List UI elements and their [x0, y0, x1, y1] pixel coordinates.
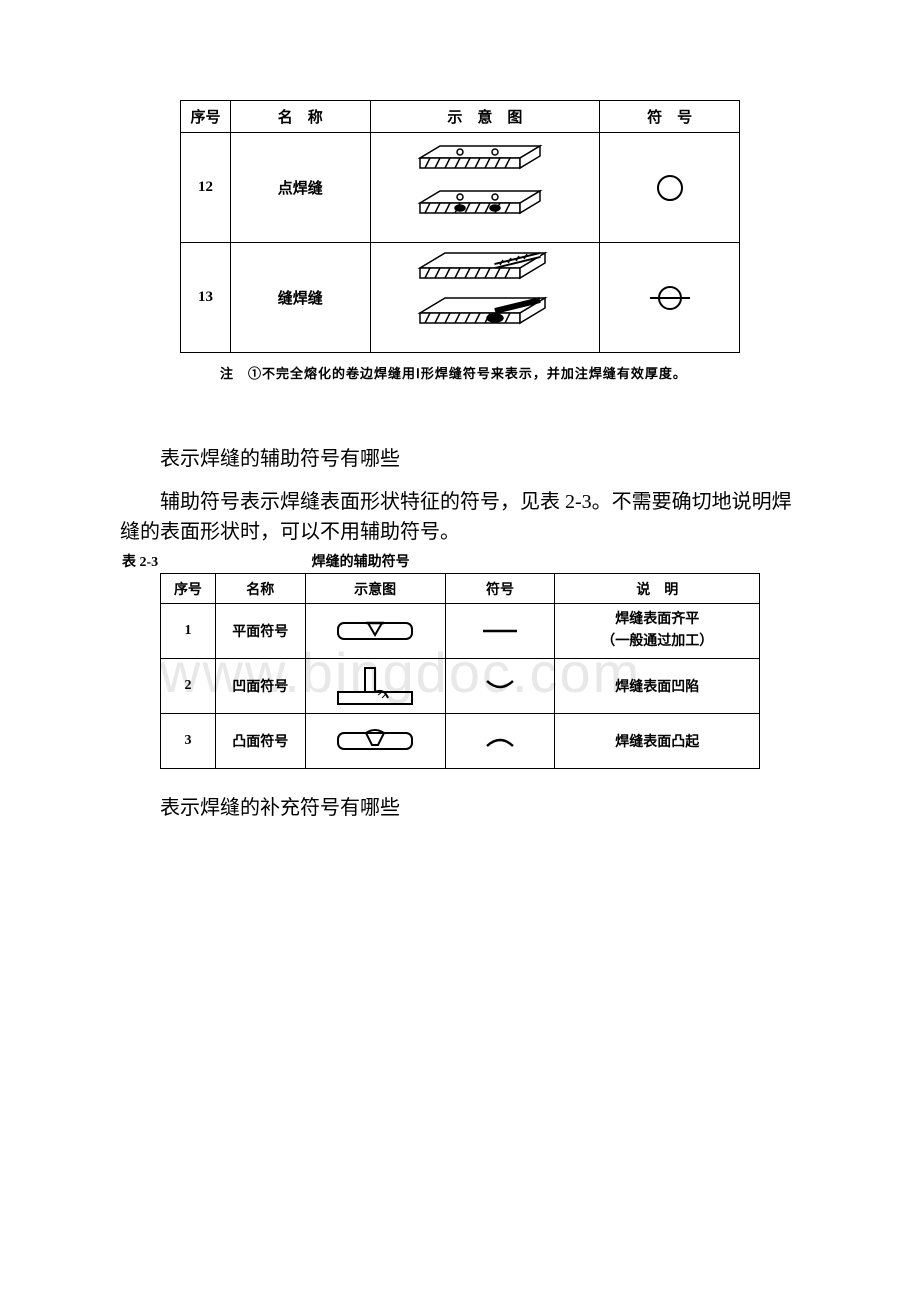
convex-weld-diagram-icon — [330, 723, 420, 759]
cell-symbol — [600, 133, 740, 243]
cell-diagram — [305, 604, 445, 659]
concave-arc-symbol-icon — [475, 675, 525, 697]
cell-symbol — [445, 604, 555, 659]
header-name: 名 称 — [230, 101, 370, 133]
cell-desc: 焊缝表面凹陷 — [555, 659, 760, 714]
cell-num: 3 — [161, 714, 216, 769]
flat-line-symbol-icon — [475, 621, 525, 641]
desc-line1: 焊缝表面齐平 — [615, 612, 699, 627]
cell-num: 1 — [161, 604, 216, 659]
concave-weld-diagram-icon — [330, 662, 420, 710]
table-row: 13 缝焊缝 — [181, 243, 740, 353]
header-diagram: 示 意 图 — [370, 101, 600, 133]
cell-name: 凹面符号 — [215, 659, 305, 714]
header-name: 名称 — [215, 574, 305, 604]
table-row: 1 平面符号 焊缝表面齐平 （一般通过加工） — [161, 604, 760, 659]
page-content: 序号 名 称 示 意 图 符 号 12 点焊缝 — [0, 0, 920, 880]
table2-caption: 表 2-3 焊缝的辅助符号 — [120, 551, 800, 571]
circle-line-symbol-icon — [645, 278, 695, 318]
cell-num: 2 — [161, 659, 216, 714]
circle-symbol-icon — [650, 168, 690, 208]
cell-diagram — [370, 243, 600, 353]
cell-symbol — [600, 243, 740, 353]
flat-weld-diagram-icon — [330, 613, 420, 649]
cell-num: 12 — [181, 133, 231, 243]
cell-name: 凸面符号 — [215, 714, 305, 769]
cell-name: 缝焊缝 — [230, 243, 370, 353]
section-paragraph: 辅助符号表示焊缝表面形状特征的符号，见表 2-3。不需要确切地说明焊缝的表面形状… — [120, 487, 800, 547]
convex-arc-symbol-icon — [475, 730, 525, 752]
spot-weld-diagram-icon — [400, 138, 570, 238]
cell-symbol — [445, 659, 555, 714]
header-symbol: 符号 — [445, 574, 555, 604]
cell-name: 平面符号 — [215, 604, 305, 659]
section-heading: 表示焊缝的辅助符号有哪些 — [160, 442, 800, 471]
section-heading-2: 表示焊缝的补充符号有哪些 — [160, 791, 800, 820]
cell-num: 13 — [181, 243, 231, 353]
cell-diagram — [370, 133, 600, 243]
auxiliary-symbol-table: 序号 名称 示意图 符号 说 明 1 平面符号 焊缝表面齐平 — [160, 573, 760, 769]
cell-name: 点焊缝 — [230, 133, 370, 243]
table2-caption-title: 焊缝的辅助符号 — [312, 551, 410, 571]
cell-symbol — [445, 714, 555, 769]
table2-caption-label: 表 2-3 — [122, 551, 158, 571]
table-row: 3 凸面符号 焊缝表面凸起 — [161, 714, 760, 769]
desc-line2: （一般通过加工） — [601, 634, 713, 649]
cell-desc: 焊缝表面凸起 — [555, 714, 760, 769]
table-row: 12 点焊缝 — [181, 133, 740, 243]
cell-diagram — [305, 714, 445, 769]
header-diagram: 示意图 — [305, 574, 445, 604]
table-header-row: 序号 名 称 示 意 图 符 号 — [181, 101, 740, 133]
cell-diagram — [305, 659, 445, 714]
header-symbol: 符 号 — [600, 101, 740, 133]
table1-footnote: 注 ①不完全熔化的卷边焊缝用Ⅰ形焊缝符号来表示，并加注焊缝有效厚度。 — [220, 363, 800, 382]
weld-symbol-table-1: 序号 名 称 示 意 图 符 号 12 点焊缝 — [180, 100, 740, 353]
seam-weld-diagram-icon — [400, 248, 570, 348]
table-header-row: 序号 名称 示意图 符号 说 明 — [161, 574, 760, 604]
table-row: 2 凹面符号 焊缝表面凹陷 — [161, 659, 760, 714]
header-num: 序号 — [181, 101, 231, 133]
header-desc: 说 明 — [555, 574, 760, 604]
cell-desc: 焊缝表面齐平 （一般通过加工） — [555, 604, 760, 659]
header-num: 序号 — [161, 574, 216, 604]
